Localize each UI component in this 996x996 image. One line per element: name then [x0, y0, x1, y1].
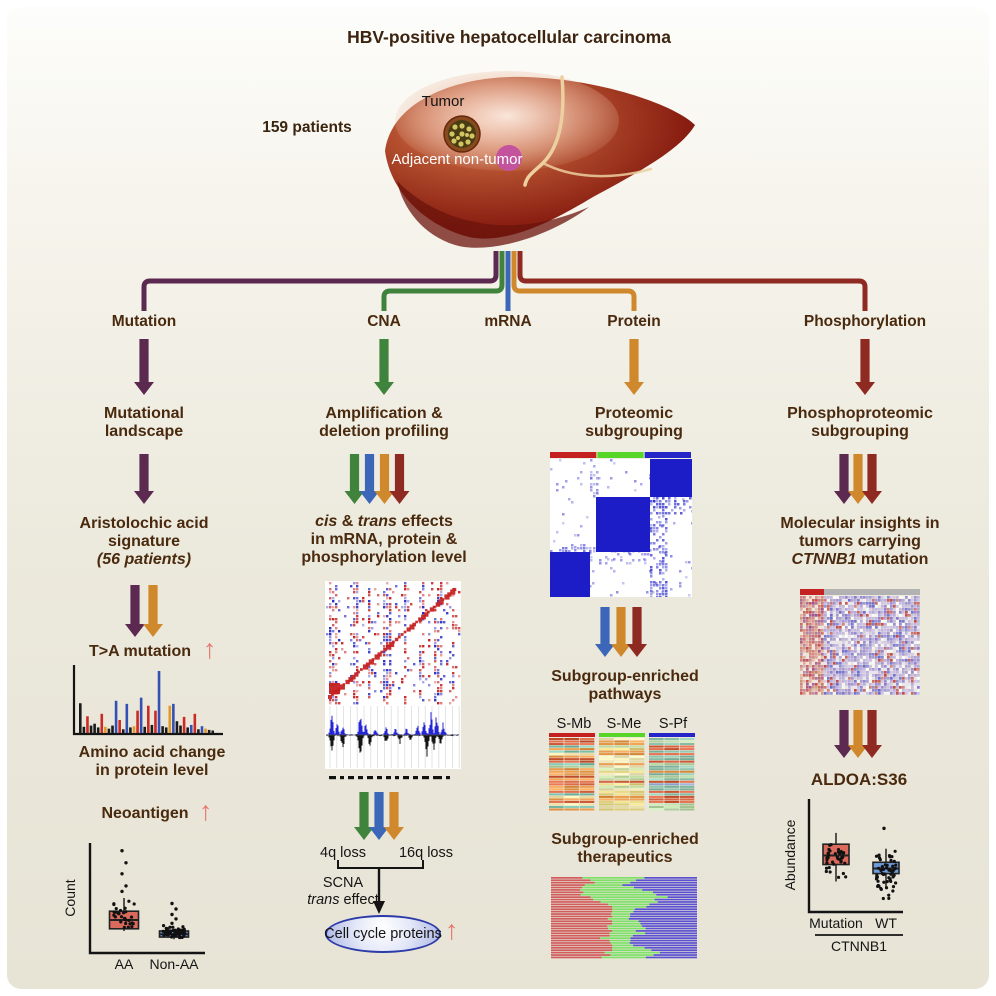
aldoa-boxplot-plot: [807, 799, 903, 914]
aristolochic-heading: Aristolochic acid signature (56 patients…: [79, 515, 209, 568]
proteomic-subgrouping-heading: Proteomic subgrouping: [585, 405, 683, 440]
protein-branch-arrow: [624, 339, 644, 395]
aldoa-boxplot-cat-mutation: Mutation: [809, 915, 863, 931]
mutation-spectrum-chart: [72, 665, 223, 736]
cna-branch-arrow: [374, 339, 394, 395]
neoantigen-up-arrow: ↑: [199, 796, 213, 826]
aristolochic-arrows: [125, 585, 163, 637]
mutational-landscape-heading: Mutational landscape: [104, 405, 184, 440]
cell-cycle-up-arrow: ↑: [445, 915, 459, 945]
aldoa-boxplot: Abundance Mutation WT CTNNB1: [782, 799, 903, 954]
patients-count-label: 159 patients: [262, 119, 352, 136]
consensus-matrix-heatmap: [550, 452, 692, 597]
liver-crease-line: [541, 161, 653, 178]
phospho-bottom-arrows: [834, 710, 882, 758]
aa-boxplot-ylabel: Count: [62, 879, 78, 916]
tumor-label: Tumor: [421, 93, 465, 110]
pathways-heading: Subgroup-enriched pathways: [551, 668, 699, 703]
aldoa-boxplot-ylabel: Abundance: [782, 819, 798, 890]
therapeutics-bars: [551, 877, 697, 959]
branch-label-mrna: mRNA: [484, 313, 532, 330]
branch-trunk: [141, 251, 868, 311]
panel-label-sme: S-Me: [606, 716, 642, 732]
adjacent-nontumor-marker: [496, 145, 522, 171]
aldoa-heading: ALDOA:S36: [810, 770, 908, 789]
phosphoproteomic-heading: Phosphoproteomic subgrouping: [787, 405, 933, 440]
aldoa-group-label: CTNNB1: [831, 938, 887, 954]
adjacent-nontumor-label: Adjacent non-tumor: [391, 151, 523, 168]
panel-label-spf: S-Pf: [658, 716, 688, 732]
phospho-branch-arrow: [855, 339, 875, 395]
cis-trans-corr-heatmap: [325, 581, 461, 705]
ta-mutation-heading: T>A mutation: [88, 643, 192, 660]
aa-boxplot-plot: [88, 843, 205, 955]
mutation-branch-arrow: [134, 339, 154, 395]
molecular-insights-heading: Molecular insights in tumors carrying CT…: [780, 515, 940, 568]
liver-illustration: [385, 71, 695, 248]
branch-label-cna: CNA: [367, 313, 401, 330]
scna-effect-arrow: [373, 869, 385, 914]
ctnnb1-phospho-heatmap: [800, 589, 920, 695]
amplification-heading: Amplification & deletion profiling: [319, 405, 449, 440]
panel-label-smb: S-Mb: [556, 716, 592, 732]
figure-title: HBV-positive hepatocellular carcinoma: [347, 27, 671, 47]
scna-profile-plot: [325, 705, 461, 780]
branch-label-mutation: Mutation: [111, 313, 177, 330]
scna-trans-effect-label: SCNA trans effect: [307, 875, 379, 908]
tumor-nodule: [443, 115, 481, 153]
mutation-step-arrow: [134, 454, 154, 504]
amino-acid-heading: Amino acid change in protein level: [78, 744, 226, 779]
aldoa-boxplot-cat-wt: WT: [875, 915, 897, 931]
aa-boxplot-cat-aa: AA: [115, 956, 134, 972]
cis-trans-heading: cis & trans effects in mRNA, protein & p…: [301, 513, 467, 566]
pathway-heatmaps: [549, 733, 695, 811]
loss-4q-label: 4q loss: [320, 845, 366, 861]
phospho-top-arrows: [834, 454, 882, 504]
loss-bracket: [337, 860, 424, 869]
neoantigen-heading: Neoantigen: [101, 805, 189, 822]
aa-boxplot: Count AA Non-AA: [62, 843, 205, 972]
cna-three-arrows: [354, 792, 404, 840]
aa-boxplot-cat-nonaa: Non-AA: [149, 956, 199, 972]
branch-label-phospho: Phosphorylation: [803, 313, 927, 330]
therapeutics-heading: Subgroup-enriched therapeutics: [551, 831, 699, 866]
cell-cycle-label: Cell cycle proteins: [324, 926, 442, 942]
protein-three-arrows: [595, 607, 647, 657]
loss-16q-label: 16q loss: [398, 845, 454, 861]
cna-four-arrows: [344, 454, 410, 504]
ta-mutation-up-arrow: ↑: [203, 634, 217, 664]
figure-canvas: HBV-positive hepatocellular carcinoma: [7, 7, 989, 989]
liver-underside: [397, 181, 589, 248]
cell-cycle-ellipse: Cell cycle proteins: [324, 915, 442, 953]
branch-label-protein: Protein: [607, 313, 661, 330]
